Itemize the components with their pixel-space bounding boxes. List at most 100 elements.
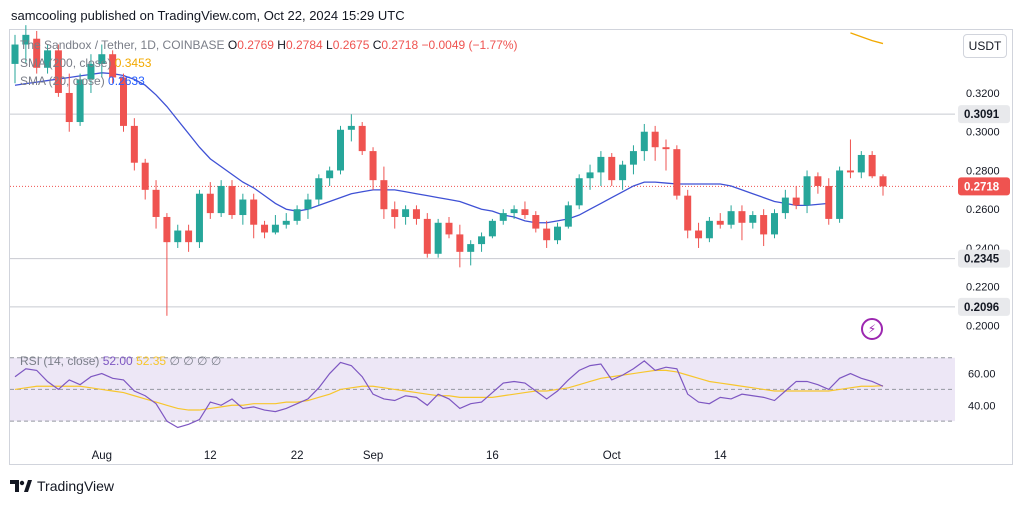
- candle: [195, 189, 203, 248]
- rsi-pane: [10, 357, 955, 429]
- candle: [619, 160, 627, 190]
- candle-body: [195, 193, 203, 243]
- rsi-value: 52.00: [102, 354, 133, 368]
- candle-body: [402, 209, 410, 217]
- tradingview-logo[interactable]: TradingView: [10, 478, 114, 494]
- candle-body: [868, 154, 876, 177]
- candle-body: [684, 195, 692, 231]
- candle-body: [163, 216, 171, 243]
- level-label: 0.2345: [964, 254, 1000, 266]
- candle-body: [315, 178, 323, 200]
- candle-body: [369, 151, 377, 181]
- candle: [141, 158, 149, 200]
- candle: [499, 209, 507, 225]
- candle: [250, 193, 258, 239]
- symbol-legend: The Sandbox / Tether, 1D, COINBASE O 0.27…: [20, 38, 518, 52]
- rsi-tick-label: 60.00: [968, 369, 996, 381]
- candle-body: [695, 230, 703, 239]
- candle-body: [478, 236, 486, 245]
- candle: [467, 240, 475, 266]
- candle-body: [11, 44, 19, 64]
- publisher-caption: samcooling published on TradingView.com,…: [11, 8, 405, 23]
- candle: [326, 166, 334, 186]
- candle: [575, 174, 583, 210]
- close-label: C: [372, 38, 382, 52]
- candle: [684, 189, 692, 239]
- price-tick-label: 0.3200: [966, 88, 1000, 100]
- candle: [814, 172, 822, 194]
- candle: [369, 147, 377, 190]
- price-tick-label: 0.2000: [966, 320, 1000, 332]
- candle-body: [380, 180, 388, 210]
- price-tick-label: 0.3000: [966, 127, 1000, 139]
- candle-body: [228, 185, 236, 216]
- candle-body: [87, 63, 95, 80]
- rsi-legend[interactable]: RSI (14, close) 52.00 52.35 ∅ ∅ ∅ ∅: [20, 354, 221, 368]
- candle: [315, 174, 323, 206]
- rsi-extra: ∅ ∅ ∅ ∅: [169, 354, 222, 368]
- candle: [304, 193, 312, 219]
- symbol-title: The Sandbox / Tether, 1D, COINBASE: [20, 38, 225, 52]
- sma20-label: SMA (20, close): [20, 74, 105, 88]
- candle-body: [120, 77, 127, 126]
- lightning-icon[interactable]: ⚡: [861, 318, 883, 340]
- candle-body: [521, 209, 529, 216]
- candle: [293, 205, 301, 225]
- candle-body: [662, 147, 670, 150]
- candle: [282, 213, 290, 229]
- candle-body: [803, 176, 811, 206]
- candle-body: [206, 193, 214, 214]
- candle-body: [640, 131, 648, 152]
- candle: [673, 145, 681, 200]
- level-label: 0.3091: [964, 109, 1000, 121]
- candle: [402, 205, 410, 225]
- candle-body: [423, 218, 431, 254]
- low-value: 0.2675: [332, 38, 370, 52]
- candle: [130, 118, 138, 171]
- candle-body: [760, 215, 768, 235]
- candle-body: [271, 224, 279, 233]
- candle: [109, 50, 117, 84]
- candle-body: [185, 230, 193, 243]
- time-tick-label: 12: [204, 450, 217, 462]
- candle: [434, 218, 442, 258]
- candle-body: [846, 170, 854, 173]
- tradingview-logo-icon: [10, 480, 32, 492]
- candle: [478, 232, 486, 252]
- candles-layer: [11, 25, 887, 316]
- candle-body: [54, 50, 62, 93]
- candle: [206, 182, 214, 219]
- candle: [749, 211, 757, 229]
- candle: [564, 201, 572, 229]
- rsi-ma-line: [14, 369, 884, 411]
- candle: [846, 139, 854, 179]
- candle-body: [651, 131, 659, 148]
- candle-body: [434, 222, 442, 254]
- candle-body: [564, 205, 572, 227]
- open-label: O: [227, 38, 238, 52]
- sma20-legend[interactable]: SMA (20, close) 0.2633: [20, 74, 145, 88]
- candle: [543, 220, 551, 248]
- candle: [456, 224, 464, 268]
- candle: [640, 123, 648, 161]
- candle-body: [239, 199, 247, 216]
- candle: [760, 209, 768, 247]
- candle: [163, 213, 171, 316]
- candle: [597, 151, 605, 186]
- candle-body: [467, 244, 475, 252]
- candle: [358, 122, 366, 155]
- candle-body: [141, 162, 149, 190]
- candle: [488, 218, 496, 239]
- candle-body: [33, 38, 41, 68]
- currency-button[interactable]: USDT: [963, 34, 1007, 58]
- candle: [380, 166, 388, 219]
- candle: [705, 216, 713, 243]
- candle-body: [554, 226, 561, 241]
- sma200-label: SMA (200, close): [20, 56, 112, 70]
- close-value: 0.2718: [381, 38, 419, 52]
- candle-body: [358, 125, 366, 152]
- sma200-legend[interactable]: SMA (200, close) 0.3453: [20, 56, 151, 70]
- level-label-box: [958, 105, 1010, 124]
- candle-body: [250, 199, 258, 225]
